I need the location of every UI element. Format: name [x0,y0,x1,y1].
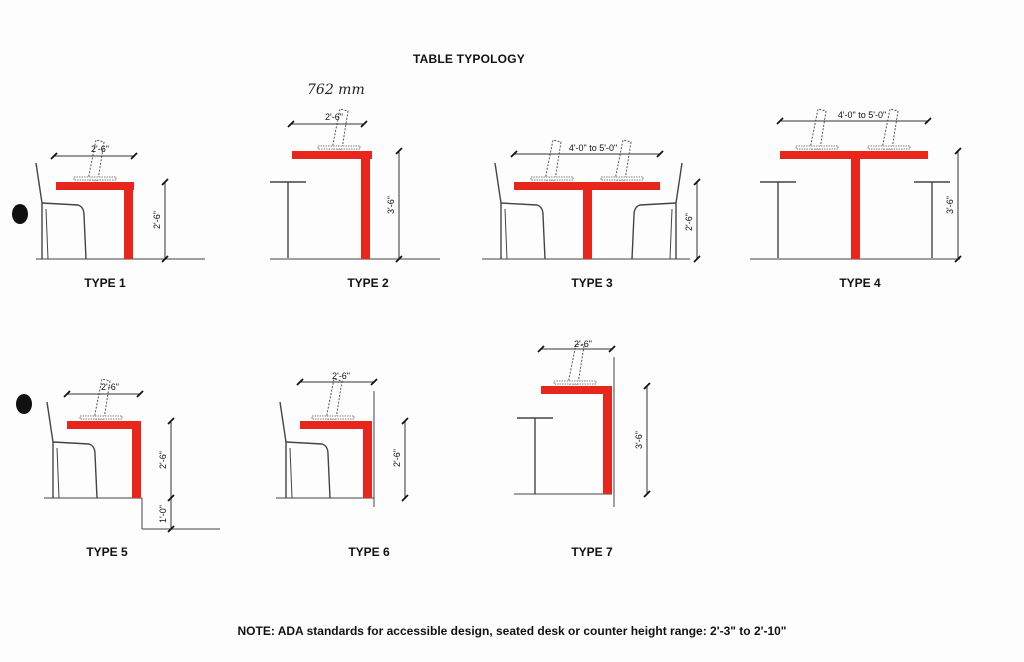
laptop [311,378,355,420]
width-dimension-label: 2'-6" [325,112,343,122]
step-dimension-label: 1'-0" [158,505,168,523]
type-5-label: TYPE 5 [86,545,128,559]
type-4-diagram: 4'-0" to 5'-0" 3'-6" [750,108,962,263]
table-leg [361,151,370,259]
table-leg [363,421,372,498]
table-leg [132,421,141,498]
width-dimension-label: 2'-6" [574,339,592,349]
type-6-diagram: 2'-6" 2'-6" [276,371,409,507]
page-title: TABLE TYPOLOGY [413,52,525,66]
table-leg [603,386,612,494]
type-1-diagram: 2'-6" 2'-6" [35,139,205,263]
width-dimension-label: 4'-0" to 5'-0" [569,143,617,153]
binder-hole [16,394,32,414]
type-3-label: TYPE 3 [571,276,613,290]
stool-left [759,181,797,259]
table-top [67,421,141,429]
table-leg [583,182,592,259]
table-leg [851,151,860,259]
type-1-label: TYPE 1 [84,276,126,290]
stool [516,417,554,495]
type-7-diagram: 2'-6" 3'-6" [514,339,651,507]
ada-note: NOTE: ADA standards for accessible desig… [237,624,787,638]
stool-right [913,181,951,259]
table-top [541,386,612,394]
type-7-label: TYPE 7 [571,545,613,559]
type-6-label: TYPE 6 [348,545,390,559]
width-dimension-label: 2'-6" [101,382,119,392]
table-top [292,151,372,159]
stool [269,181,307,259]
height-dimension-label: 2'-6" [158,451,168,469]
height-dimension-label: 3'-6" [945,196,955,214]
type-4-label: TYPE 4 [839,276,881,290]
laptop-left [795,108,839,150]
height-dimension-label: 2'-6" [392,449,402,467]
type-2-diagram: 2'-6" 762 mm 3'-6" [269,82,440,263]
height-dimension-label: 2'-6" [684,213,694,231]
table-top [300,421,372,429]
type-3-diagram: 4'-0" to 5'-0" 2'-6" [482,139,701,263]
handwritten-note: 762 mm [307,82,365,98]
table-top [56,182,134,190]
width-dimension-label: 2'-6" [91,144,109,154]
table-leg [124,182,133,259]
laptop-left [530,139,574,181]
height-dimension-label: 2'-6" [152,211,162,229]
binder-hole [12,204,28,224]
height-dimension-label: 3'-6" [386,196,396,214]
width-dimension-label: 2'-6" [332,371,350,381]
type-2-label: TYPE 2 [347,276,389,290]
height-dimension-label: 3'-6" [634,431,644,449]
width-dimension-label: 4'-0" to 5'-0" [838,110,886,120]
type-5-diagram: 2'-6" 2'-6" 1'-0" [44,378,220,533]
laptop [553,343,597,385]
